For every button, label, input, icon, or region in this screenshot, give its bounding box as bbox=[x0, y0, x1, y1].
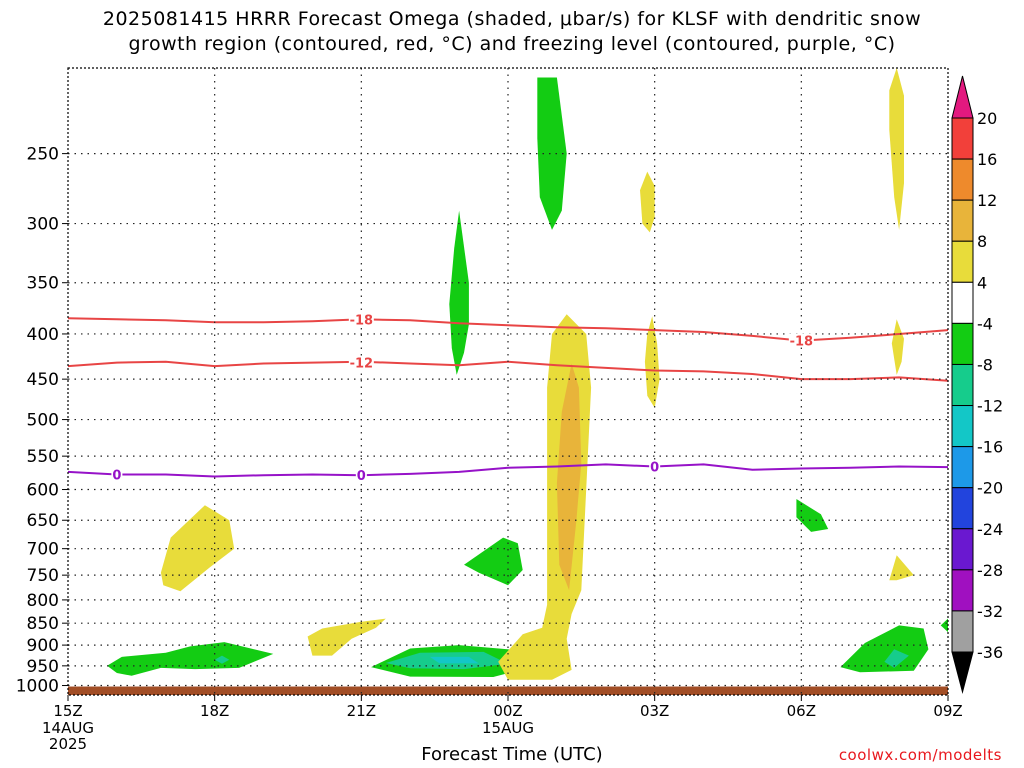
omega-region-16 bbox=[640, 171, 655, 233]
omega-region-0 bbox=[107, 642, 274, 676]
y-tick-label-250: 250 bbox=[27, 145, 59, 165]
omega-region-10 bbox=[796, 499, 829, 532]
colorbar-segment-1 bbox=[951, 158, 974, 201]
contour-label-bg-4 bbox=[348, 355, 374, 370]
x-axis-label: Forecast Time (UTC) bbox=[421, 744, 603, 765]
omega-region-13 bbox=[307, 618, 386, 656]
omega-region-1 bbox=[214, 655, 230, 664]
y-tick-label-600: 600 bbox=[27, 481, 59, 501]
shaded-regions bbox=[68, 68, 948, 680]
colorbar-label-0: 20 bbox=[977, 109, 997, 128]
contour-label-bg-0 bbox=[111, 467, 123, 482]
y-tick-label-350: 350 bbox=[27, 274, 59, 294]
y-tick-label-750: 750 bbox=[27, 566, 59, 586]
ground-surface bbox=[68, 686, 948, 695]
omega-region-17 bbox=[644, 316, 660, 408]
contour-line-1 bbox=[68, 360, 948, 382]
omega-region-6 bbox=[884, 649, 909, 668]
colorbar-label-8: -16 bbox=[977, 438, 1003, 457]
colorbar-segment-7 bbox=[951, 405, 974, 448]
colorbar-label-9: -20 bbox=[977, 479, 1003, 498]
y-tick-label-500: 500 bbox=[27, 411, 59, 431]
colorbar-label-13: -36 bbox=[977, 643, 1003, 662]
colorbar-segment-8 bbox=[951, 446, 974, 489]
y-tick-label-300: 300 bbox=[27, 215, 59, 235]
x-tick-label-03Z: 03Z bbox=[640, 702, 669, 720]
omega-region-12 bbox=[160, 505, 235, 592]
chart-title-line-2: growth region (contoured, red, °C) and f… bbox=[128, 33, 896, 55]
x-tick-label-06Z: 06Z bbox=[787, 702, 816, 720]
colorbar-segment-2 bbox=[951, 199, 974, 242]
colorbar-segment-6 bbox=[951, 363, 974, 407]
y-tick-label-400: 400 bbox=[27, 325, 59, 345]
colorbar-segment-0 bbox=[951, 117, 974, 160]
x-tick-label-15Z: 15Z bbox=[53, 702, 82, 720]
y-tick-label-900: 900 bbox=[27, 636, 59, 656]
colorbar-label-11: -28 bbox=[977, 561, 1003, 580]
omega-region-18 bbox=[889, 68, 904, 230]
x-tick-sublabel-15AUG: 15AUG bbox=[482, 719, 534, 737]
credit-text: coolwx.com/modelts bbox=[838, 746, 1002, 764]
y-tick-label-650: 650 bbox=[27, 511, 59, 531]
contour-label-bg-3 bbox=[348, 312, 374, 327]
colorbar-label-10: -24 bbox=[977, 520, 1003, 539]
x-tick-sublabel-2025: 2025 bbox=[49, 735, 87, 753]
colorbar-label-12: -32 bbox=[977, 602, 1003, 621]
contour-label-0: 0 bbox=[112, 469, 121, 484]
omega-region-9 bbox=[537, 77, 567, 230]
colorbar-label-4: 4 bbox=[977, 273, 987, 292]
colorbar-label-2: 12 bbox=[977, 191, 997, 210]
colorbar-segment-12 bbox=[951, 610, 974, 653]
contour-label-bg-2 bbox=[649, 459, 661, 474]
y-tick-label-1000: 1000 bbox=[16, 677, 59, 697]
chart-title-line-1: 2025081415 HRRR Forecast Omega (shaded, … bbox=[102, 8, 922, 30]
colorbar-segment-3 bbox=[951, 240, 974, 283]
colorbar-top-triangle bbox=[951, 75, 974, 119]
y-tick-label-950: 950 bbox=[27, 657, 59, 677]
y-tick-label-450: 450 bbox=[27, 370, 59, 390]
y-tick-label-800: 800 bbox=[27, 591, 59, 611]
omega-region-15 bbox=[556, 363, 582, 591]
contour-label-bg-5 bbox=[788, 333, 814, 348]
contour-line-2 bbox=[68, 463, 948, 478]
omega-region-5 bbox=[840, 625, 929, 673]
colorbar-segment-9 bbox=[951, 487, 974, 530]
colorbar-label-1: 16 bbox=[977, 150, 997, 169]
omega-region-20 bbox=[889, 555, 914, 581]
x-tick-sublabel-14AUG: 14AUG bbox=[42, 719, 94, 737]
contour-label-bg-1 bbox=[355, 468, 367, 483]
colorbar-label-5: -4 bbox=[977, 314, 993, 333]
colorbar-label-7: -12 bbox=[977, 397, 1003, 416]
x-tick-label-00Z: 00Z bbox=[493, 702, 522, 720]
x-tick-label-18Z: 18Z bbox=[200, 702, 229, 720]
contour-label-3: -18 bbox=[350, 313, 374, 328]
colorbar-label-6: -8 bbox=[977, 355, 993, 374]
contour-label-2: 0 bbox=[650, 460, 659, 475]
colorbar-segment-5 bbox=[951, 322, 974, 365]
contour-label-1: 0 bbox=[357, 469, 366, 484]
omega-region-4 bbox=[429, 656, 479, 664]
omega-region-19 bbox=[891, 319, 904, 375]
colorbar-segment-11 bbox=[951, 569, 974, 612]
y-tick-label-700: 700 bbox=[27, 540, 59, 560]
y-tick-label-550: 550 bbox=[27, 447, 59, 467]
colorbar-segment-4 bbox=[951, 281, 974, 324]
omega-region-7 bbox=[449, 210, 469, 375]
omega-region-11 bbox=[940, 618, 948, 633]
y-tick-label-850: 850 bbox=[27, 614, 59, 634]
plot-frame bbox=[67, 67, 949, 696]
x-tick-label-09Z: 09Z bbox=[933, 702, 962, 720]
contour-label-5: -18 bbox=[790, 335, 814, 350]
colorbar-segment-10 bbox=[951, 528, 974, 571]
colorbar-label-3: 8 bbox=[977, 232, 987, 251]
contour-label-4: -12 bbox=[350, 357, 374, 372]
x-tick-label-21Z: 21Z bbox=[347, 702, 376, 720]
colorbar-bottom-triangle bbox=[951, 651, 974, 694]
omega-region-8 bbox=[464, 537, 523, 586]
